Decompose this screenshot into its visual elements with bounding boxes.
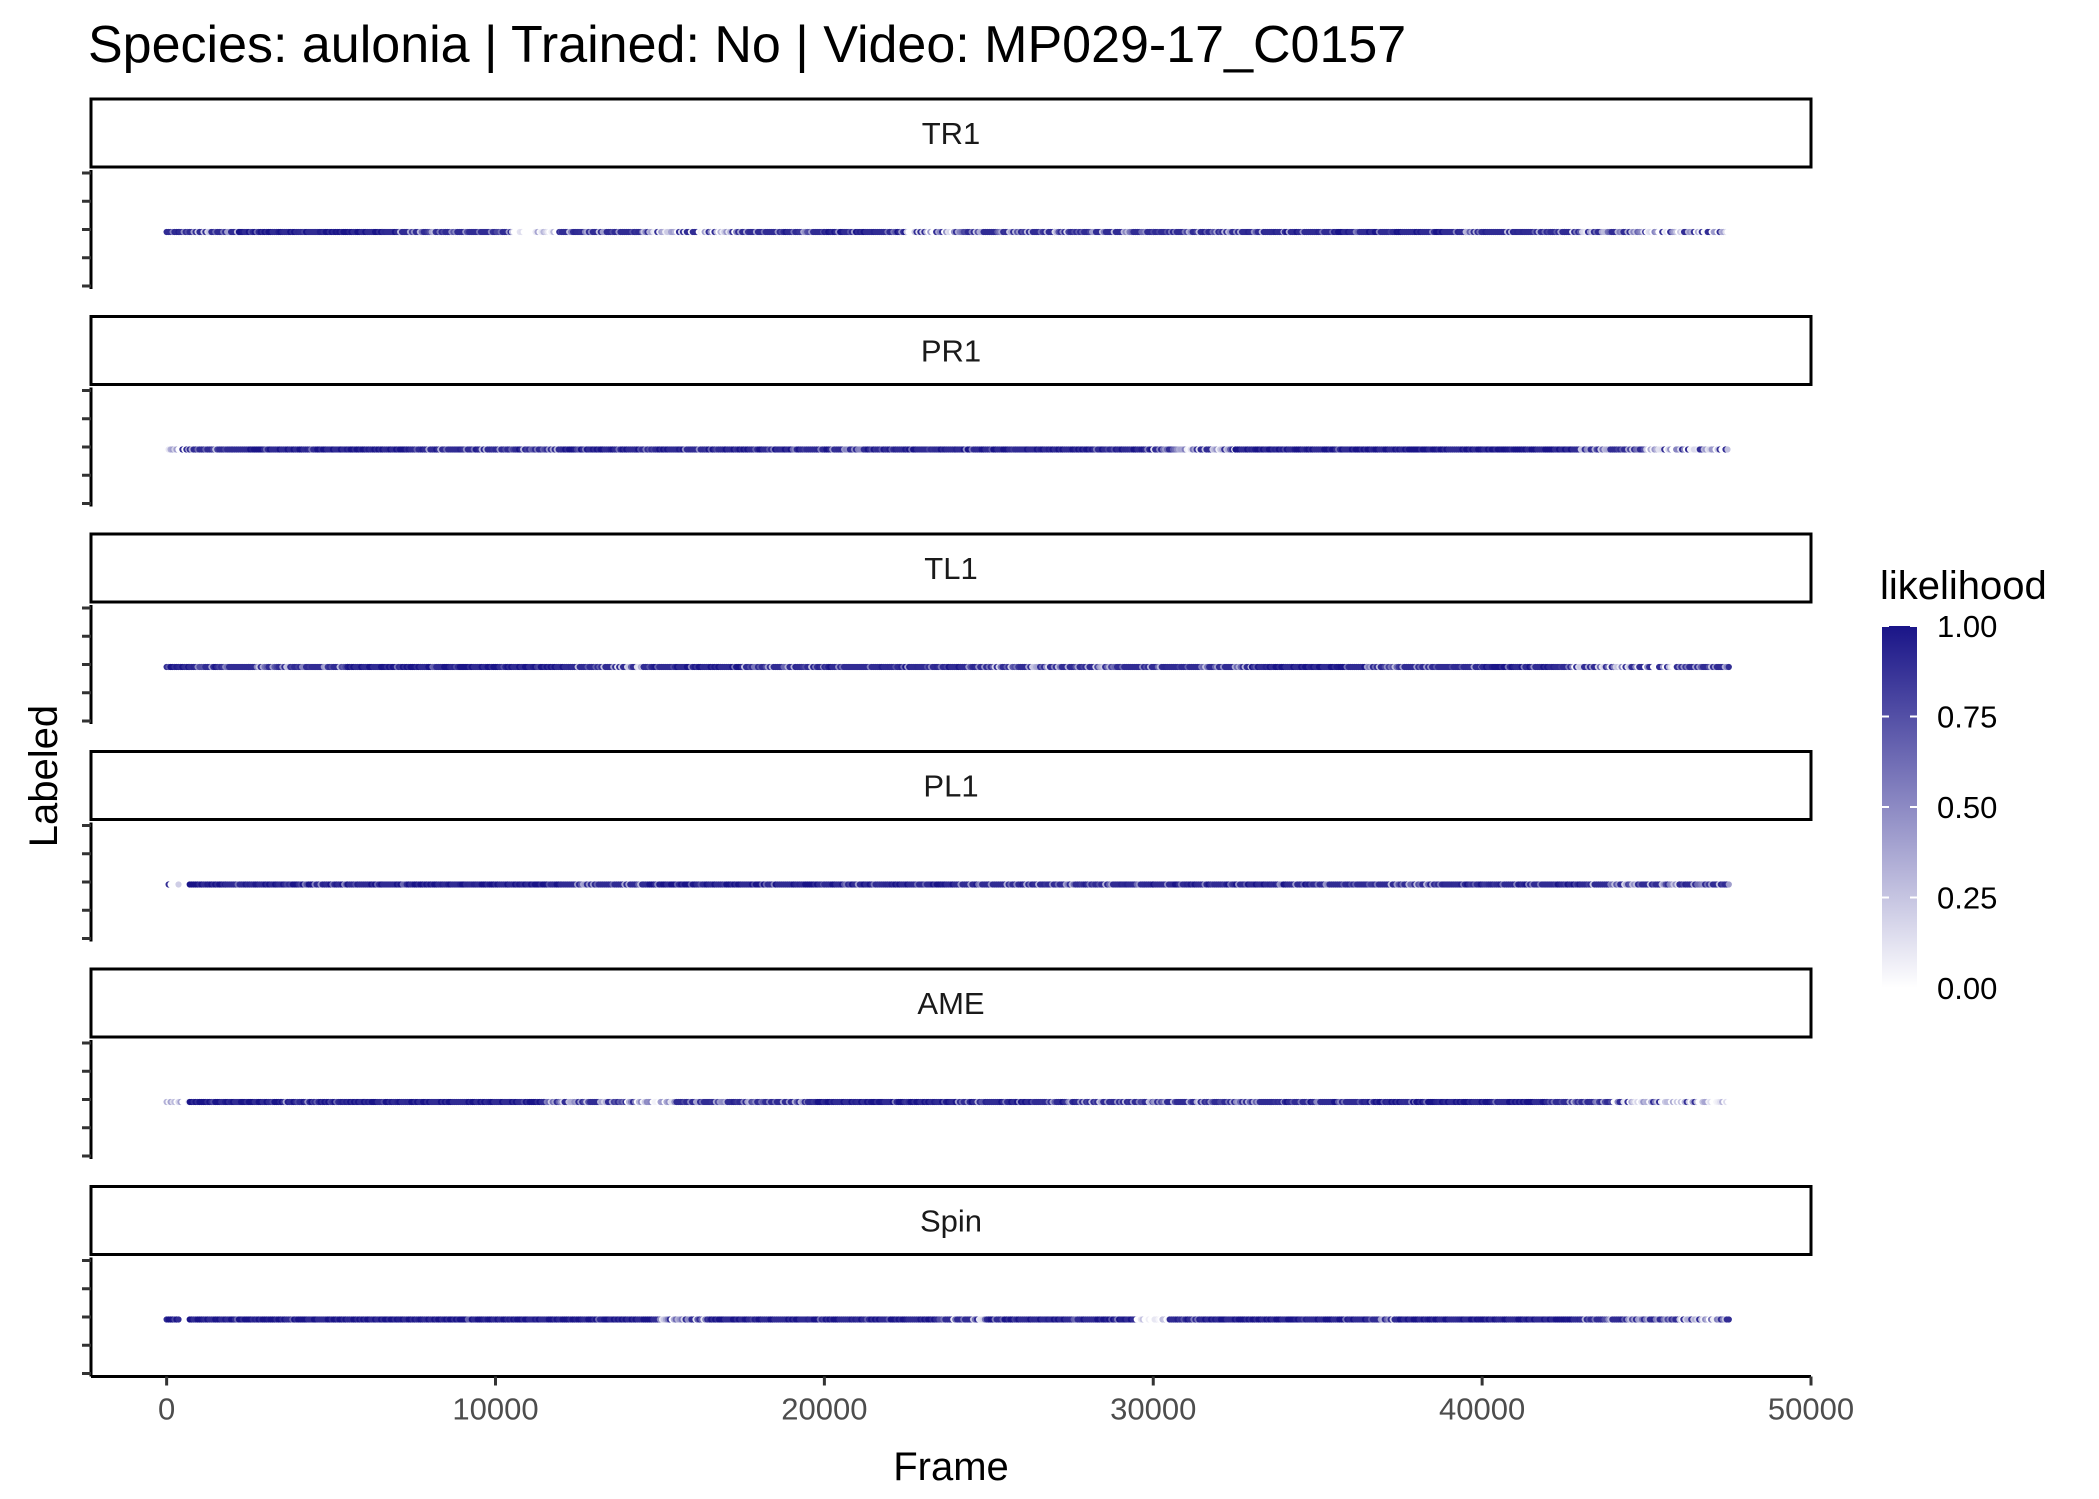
- y-axis-title: Labeled: [22, 705, 66, 847]
- facet-strip: [89, 97, 1813, 169]
- colorbar-label: 0.25: [1937, 881, 1997, 916]
- colorbar-label: 1.00: [1937, 609, 1997, 644]
- data-point: [175, 881, 182, 888]
- facet-strip-label: AME: [917, 986, 984, 1021]
- x-tick-label: 40000: [1439, 1392, 1525, 1427]
- data-point: [1725, 1316, 1732, 1323]
- x-tick-label: 10000: [452, 1392, 538, 1427]
- facet-pl1: PL1: [82, 750, 1813, 942]
- facet-spin: Spin: [82, 1185, 1813, 1377]
- facet-strip-label: TL1: [924, 551, 977, 586]
- data-point: [1725, 881, 1732, 888]
- legend-title: likelihood: [1880, 564, 2047, 608]
- facet-strip-label: TR1: [922, 116, 981, 151]
- facet-tr1: TR1: [82, 97, 1813, 289]
- facet-strip: [89, 750, 1813, 821]
- x-axis-title: Frame: [893, 1445, 1009, 1489]
- facet-strip: [89, 967, 1813, 1039]
- x-tick-label: 0: [158, 1392, 175, 1427]
- facet-pr1: PR1: [82, 315, 1813, 507]
- facet-strip-label: PL1: [923, 769, 978, 804]
- facet-points: [163, 1098, 1732, 1106]
- facet-strip-label: Spin: [920, 1204, 982, 1239]
- data-point: [175, 1316, 182, 1323]
- facet-strip: [89, 315, 1813, 386]
- colorbar-ticks: 1.00 0.75 0.50 0.25 0.00: [1882, 609, 1997, 1006]
- chart-title: Species: aulonia | Trained: No | Video: …: [88, 16, 1406, 74]
- facet-points: [163, 663, 1732, 671]
- facet-tl1: TL1: [82, 532, 1813, 724]
- colorbar-label: 0.00: [1937, 971, 1997, 1006]
- data-point: [1724, 228, 1731, 236]
- facet-points: [163, 228, 1731, 236]
- likelihood-legend: likelihood 1.00 0.75 0.50 0.25 0.00: [1880, 564, 2047, 1006]
- colorbar-label: 0.75: [1937, 700, 1997, 735]
- data-point: [1725, 1098, 1732, 1106]
- data-point: [1724, 446, 1731, 453]
- facet-points: [163, 446, 1731, 453]
- data-point: [1725, 663, 1732, 671]
- x-tick-label: 30000: [1110, 1392, 1196, 1427]
- facet-points: [163, 1316, 1732, 1323]
- colorbar-label: 0.50: [1937, 790, 1997, 825]
- facet-strip: [89, 532, 1813, 604]
- facet-strip: [89, 1185, 1813, 1256]
- facet-points: [163, 881, 1732, 888]
- x-tick-label: 50000: [1768, 1392, 1854, 1427]
- facet-panels: TR1 PR1 TL1 PL1 AME Spin: [82, 97, 1813, 1377]
- facet-ame: AME: [82, 967, 1813, 1159]
- x-tick-label: 20000: [781, 1392, 867, 1427]
- facet-strip-label: PR1: [921, 334, 981, 369]
- x-axis: 0 10000 20000 30000 40000 50000: [91, 1375, 1854, 1427]
